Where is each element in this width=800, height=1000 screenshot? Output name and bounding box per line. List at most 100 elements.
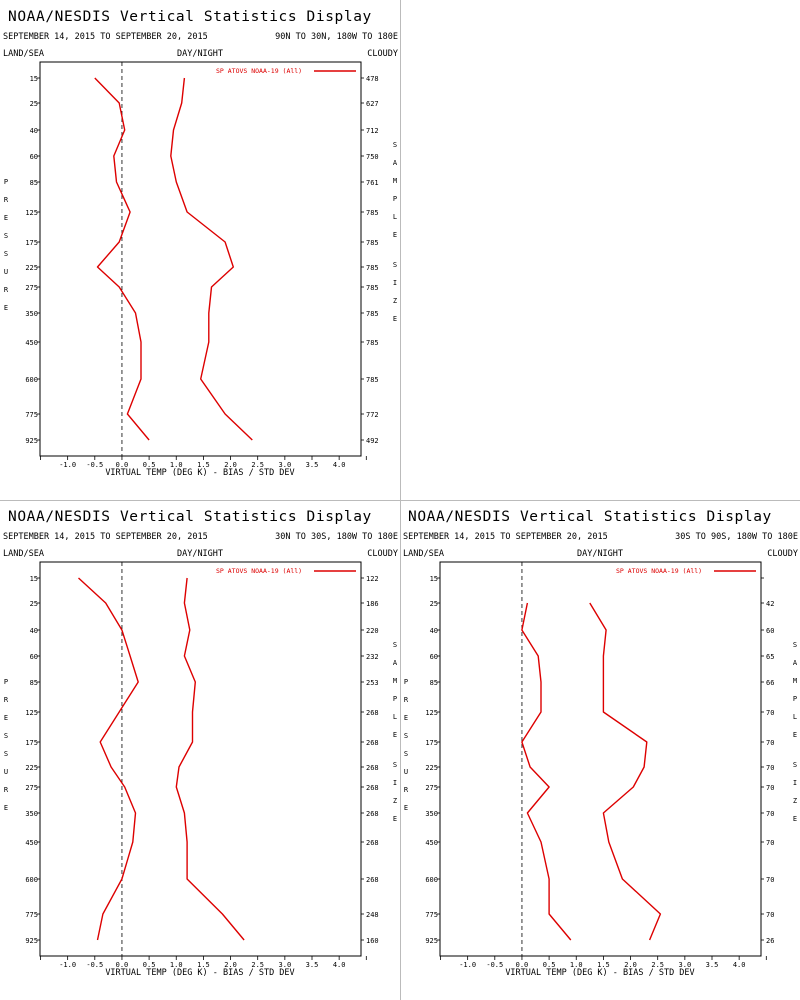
pressure-level-label: 25 [30,600,38,608]
x-tick-label: 3.0 [679,961,692,969]
x-tick-label: 2.5 [651,961,664,969]
sample-size-label: 712 [366,127,379,135]
sample-size-label: 232 [366,653,379,661]
pressure-level-label: 775 [25,911,38,919]
x-tick-label: 0.5 [143,461,156,469]
pressure-level-label: 350 [25,310,38,318]
pressure-level-label: 25 [430,600,438,608]
cloudy-label: CLOUDY [767,549,798,559]
legend-label: SP ATOVS NOAA-19 (All) [616,567,702,575]
x-tick-label: 4.0 [733,961,746,969]
region-label: 30S TO 90S, 180W TO 180E [675,532,798,542]
chart-svg: NOAA/NESDIS Vertical Statistics Display S… [3,509,398,978]
sample-size-label: 785 [366,376,379,384]
pressure-level-label: 775 [425,911,438,919]
sample-size-label: 785 [366,284,379,292]
plot-frame [439,561,762,957]
pressure-level-label: 925 [25,937,38,945]
sample-size-label: 268 [366,739,379,747]
region-label: 30N TO 30S, 180W TO 180E [275,532,398,542]
chart-svg: NOAA/NESDIS Vertical Statistics Display S… [403,509,798,978]
sample-size-label: 160 [366,937,379,945]
sample-size-label: 70 [766,764,774,772]
pressure-level-label: 600 [425,876,438,884]
cloudy-label: CLOUDY [367,49,398,59]
x-tick-label: 2.0 [624,961,637,969]
x-tick-label: 0.0 [516,961,529,969]
pressure-level-label: 40 [30,127,38,135]
sample-size-label: 268 [366,810,379,818]
x-tick-label: 0.0 [116,461,129,469]
x-axis-label: VIRTUAL TEMP (DEG K) - BIAS / STD DEV [105,968,294,978]
pressure-level-label: 450 [25,339,38,347]
stddev-profile-line [175,577,245,941]
pressure-level-label: 600 [25,376,38,384]
sample-size-label: 478 [366,75,379,83]
panel-divider-horizontal [0,500,800,501]
date-range: SEPTEMBER 14, 2015 TO SEPTEMBER 20, 2015 [3,532,208,542]
x-tick-label: 1.0 [170,961,183,969]
land-sea-label: LAND/SEA [3,49,44,59]
x-tick-label: 3.5 [706,961,719,969]
x-tick-label: 1.0 [170,461,183,469]
x-tick-label: 4.0 [333,961,346,969]
pressure-level-label: 775 [25,411,38,419]
pressure-level-label: 225 [25,764,38,772]
pressure-level-label: 175 [25,239,38,247]
sample-size-label: 627 [366,100,379,108]
x-tick-label: 0.0 [116,961,129,969]
legend-label: SP ATOVS NOAA-19 (All) [216,67,302,75]
sample-size-label: 785 [366,310,379,318]
pressure-level-label: 85 [30,679,38,687]
pressure-level-label: 40 [30,627,38,635]
chart-panel-3: NOAA/NESDIS Vertical Statistics Display S… [400,500,800,1000]
sample-size-label: 70 [766,709,774,717]
chart-title: NOAA/NESDIS Vertical Statistics Display [408,509,772,525]
sample-size-label: 785 [366,239,379,247]
x-tick-label: -0.5 [486,961,503,969]
x-tick-label: 0.5 [143,961,156,969]
x-tick-label: 1.0 [570,961,583,969]
sample-size-label: 70 [766,739,774,747]
sample-size-label: 785 [366,264,379,272]
sample-size-label: 785 [366,339,379,347]
chart-title: NOAA/NESDIS Vertical Statistics Display [8,509,372,525]
pressure-level-label: 175 [25,739,38,747]
sample-size-label: 268 [366,709,379,717]
legend-label: SP ATOVS NOAA-19 (All) [216,567,302,575]
pressure-level-label: 925 [25,437,38,445]
pressure-level-label: 275 [425,784,438,792]
sample-size-label: 220 [366,627,379,635]
sample-size-label: 122 [366,575,379,583]
pressure-level-label: 85 [430,679,438,687]
pressure-level-label: 350 [425,810,438,818]
x-tick-label: 2.0 [224,961,237,969]
pressure-level-label: 275 [25,784,38,792]
x-tick-label: 1.5 [597,961,610,969]
sample-size-label: 761 [366,179,379,187]
sample-size-label: 785 [366,209,379,217]
x-tick-label: 1.5 [197,461,210,469]
sample-size-label: 70 [766,784,774,792]
x-axis-label: VIRTUAL TEMP (DEG K) - BIAS / STD DEV [105,468,294,478]
plot-frame [39,561,362,957]
pressure-level-label: 125 [25,209,38,217]
sample-size-label: 772 [366,411,379,419]
x-tick-label: 1.5 [197,961,210,969]
x-tick-label: -1.0 [459,961,476,969]
pressure-level-label: 15 [30,575,38,583]
pressure-level-label: 15 [430,575,438,583]
day-night-label: DAY/NIGHT [577,549,623,559]
day-night-label: DAY/NIGHT [177,549,223,559]
date-range: SEPTEMBER 14, 2015 TO SEPTEMBER 20, 2015 [3,32,208,42]
x-tick-label: 4.0 [333,461,346,469]
x-tick-label: 3.0 [279,461,292,469]
cloudy-label: CLOUDY [367,549,398,559]
sample-size-label: 750 [366,153,379,161]
